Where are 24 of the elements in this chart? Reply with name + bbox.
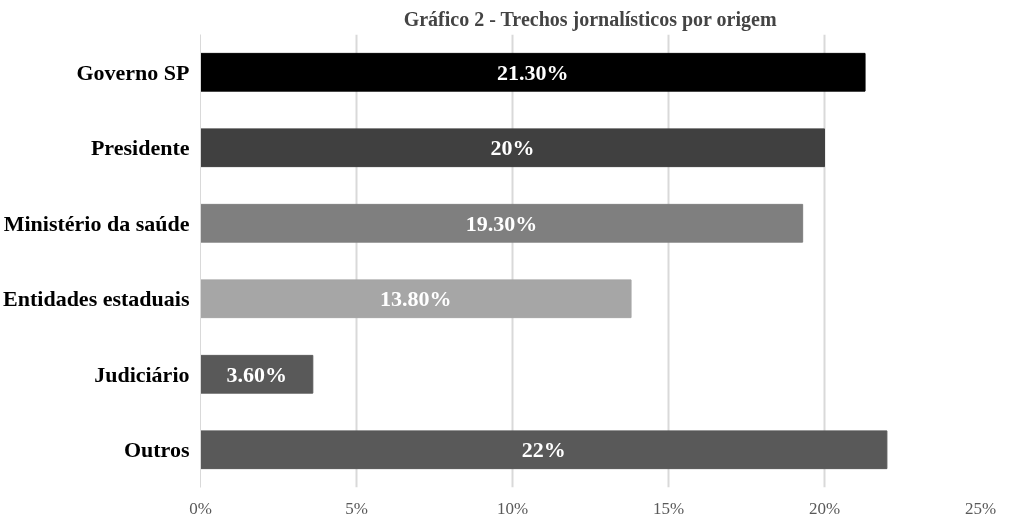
y-tick-label: Entidades estaduais [3,286,190,312]
bar [200,128,825,168]
bar [200,52,866,92]
x-tick-label: 20% [808,498,841,518]
y-tick-label: Judiciário [94,361,190,387]
bar [200,279,632,319]
y-tick-label: Outros [123,437,190,463]
bar [200,203,804,243]
data-label: 13.80% [380,286,452,312]
x-tick-label: 25% [964,498,997,518]
y-tick-label: Presidente [90,135,190,161]
data-label: 19.30% [465,210,538,236]
data-label: 21.30% [497,59,569,85]
x-tick-label: 5% [345,498,368,518]
y-tick-label: Governo SP [76,59,190,85]
chart-title: Gráfico 2 - Trechos jornalísticos por origem [403,7,777,31]
bar [200,430,888,470]
data-label: 22% [521,437,566,463]
x-tick-label: 0% [189,498,212,518]
data-label: 3.60% [226,361,287,387]
x-tick-label: 10% [496,498,529,518]
x-tick-label: 15% [652,498,685,518]
data-label: 20% [490,135,535,161]
y-tick-label: Ministério da saúde [3,210,190,236]
